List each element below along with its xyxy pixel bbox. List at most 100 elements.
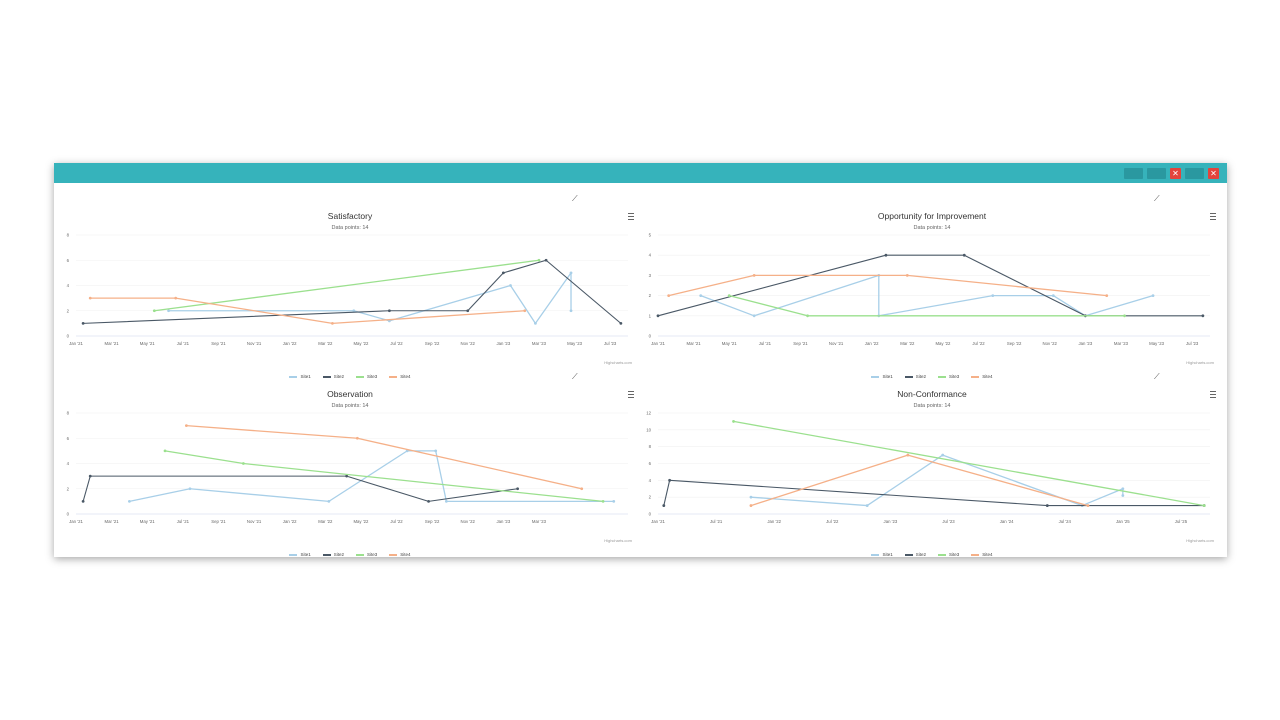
data-point-site2[interactable] [662, 504, 666, 507]
data-point-site2[interactable] [962, 253, 966, 257]
data-point-site2[interactable] [544, 258, 548, 262]
data-point-site2[interactable] [88, 474, 92, 478]
data-point-site2[interactable] [501, 271, 505, 275]
hamburger-menu-icon[interactable] [1210, 213, 1216, 220]
data-point-site4[interactable] [88, 296, 92, 300]
data-point-site2[interactable] [81, 321, 85, 325]
data-point-site2[interactable] [387, 309, 391, 313]
data-point-site3[interactable] [806, 314, 809, 318]
hamburger-menu-icon[interactable] [1210, 391, 1216, 398]
data-point-site1[interactable] [128, 499, 131, 503]
data-point-site1[interactable] [569, 309, 573, 313]
legend-item-site2[interactable]: Site2 [904, 552, 926, 557]
chart-type-icon[interactable]: ⟋ [572, 194, 578, 203]
data-point-site2[interactable] [466, 309, 470, 313]
legend-item-site4[interactable]: Site4 [971, 374, 993, 379]
legend-item-site3[interactable]: Site3 [938, 552, 959, 557]
toolbar-button-2[interactable] [1147, 167, 1166, 179]
data-point-site2[interactable] [516, 487, 519, 491]
data-point-site1[interactable] [188, 487, 192, 491]
data-point-site4[interactable] [752, 274, 756, 277]
chart-credit[interactable]: Highcharts.com [1186, 360, 1214, 365]
data-point-site1[interactable] [434, 449, 438, 453]
data-point-site4[interactable] [905, 274, 909, 277]
data-point-site2[interactable] [1201, 314, 1205, 318]
close-icon[interactable]: ✕ [1170, 167, 1181, 179]
data-point-site3[interactable] [727, 294, 731, 297]
legend-item-site1[interactable]: Site1 [289, 552, 311, 557]
data-point-site1[interactable] [534, 321, 537, 325]
data-point-site4[interactable] [331, 321, 334, 325]
chart-credit[interactable]: Highcharts.com [604, 538, 632, 543]
chart-credit[interactable]: Highcharts.com [604, 360, 632, 365]
data-point-site4[interactable] [580, 487, 584, 491]
chart-type-icon[interactable]: ⟋ [1154, 194, 1160, 203]
series-line-site1[interactable] [168, 272, 572, 325]
data-point-site1[interactable] [752, 314, 756, 318]
data-point-site2[interactable] [656, 314, 660, 318]
data-point-site2[interactable] [81, 499, 85, 503]
legend-item-site4[interactable]: Site4 [389, 552, 411, 557]
data-point-site2[interactable] [345, 474, 349, 478]
legend-item-site2[interactable]: Site2 [322, 552, 344, 557]
data-point-site4[interactable] [906, 453, 910, 457]
data-point-site1[interactable] [167, 309, 170, 313]
data-point-site1[interactable] [1121, 494, 1125, 497]
data-point-site2[interactable] [1045, 504, 1049, 507]
data-point-site1[interactable] [941, 453, 945, 457]
data-point-site1[interactable] [699, 294, 703, 297]
data-point-site1[interactable] [749, 495, 753, 499]
legend-item-site2[interactable]: Site2 [904, 374, 926, 379]
data-point-site3[interactable] [163, 449, 167, 453]
hamburger-menu-icon[interactable] [628, 213, 634, 220]
data-point-site3[interactable] [241, 462, 245, 465]
legend-item-site1[interactable]: Site1 [289, 374, 311, 379]
close-window-icon[interactable]: ✕ [1208, 167, 1219, 179]
series-line-site4[interactable] [668, 274, 1107, 297]
data-point-site2[interactable] [668, 478, 672, 482]
data-point-site4[interactable] [1105, 294, 1109, 297]
data-point-site1[interactable] [327, 499, 331, 503]
data-point-site2[interactable] [427, 499, 430, 503]
data-point-site1[interactable] [1151, 294, 1155, 297]
series-line-site4[interactable] [186, 424, 582, 490]
legend-item-site4[interactable]: Site4 [971, 552, 993, 557]
data-point-site3[interactable] [601, 499, 605, 503]
legend-item-site2[interactable]: Site2 [322, 374, 344, 379]
legend-item-site1[interactable]: Site1 [871, 374, 893, 379]
legend-item-site3[interactable]: Site3 [356, 552, 377, 557]
series-line-site1[interactable] [700, 274, 1154, 317]
data-point-site3[interactable] [537, 258, 541, 262]
series-line-site2[interactable] [83, 259, 622, 324]
series-line-site3[interactable] [733, 420, 1205, 507]
toolbar-button-1[interactable] [1124, 167, 1143, 179]
hamburger-menu-icon[interactable] [628, 391, 634, 398]
data-point-site2[interactable] [884, 253, 888, 257]
chart-type-icon[interactable]: ⟋ [1154, 372, 1160, 381]
toolbar-button-3[interactable] [1185, 167, 1204, 179]
legend-item-site3[interactable]: Site3 [356, 374, 377, 379]
data-point-site1[interactable] [569, 271, 573, 275]
data-point-site4[interactable] [1086, 504, 1090, 507]
data-point-site1[interactable] [509, 284, 512, 287]
data-point-site3[interactable] [152, 309, 156, 313]
data-point-site1[interactable] [865, 504, 869, 507]
series-line-site4[interactable] [90, 297, 525, 325]
data-point-site1[interactable] [1121, 487, 1125, 491]
legend-item-site3[interactable]: Site3 [938, 374, 959, 379]
data-point-site4[interactable] [355, 436, 359, 440]
chart-credit[interactable]: Highcharts.com [1186, 538, 1214, 543]
data-point-site2[interactable] [619, 321, 623, 325]
data-point-site1[interactable] [444, 499, 448, 503]
data-point-site1[interactable] [352, 309, 356, 313]
data-point-site4[interactable] [174, 296, 178, 300]
chart-type-icon[interactable]: ⟋ [572, 372, 578, 381]
data-point-site4[interactable] [749, 504, 753, 507]
series-line-site3[interactable] [154, 259, 540, 312]
series-line-site2[interactable] [663, 479, 1205, 507]
data-point-site3[interactable] [732, 420, 735, 423]
data-point-site3[interactable] [1123, 314, 1126, 318]
legend-item-site4[interactable]: Site4 [389, 374, 411, 379]
data-point-site1[interactable] [612, 499, 616, 503]
data-point-site3[interactable] [1202, 504, 1206, 507]
